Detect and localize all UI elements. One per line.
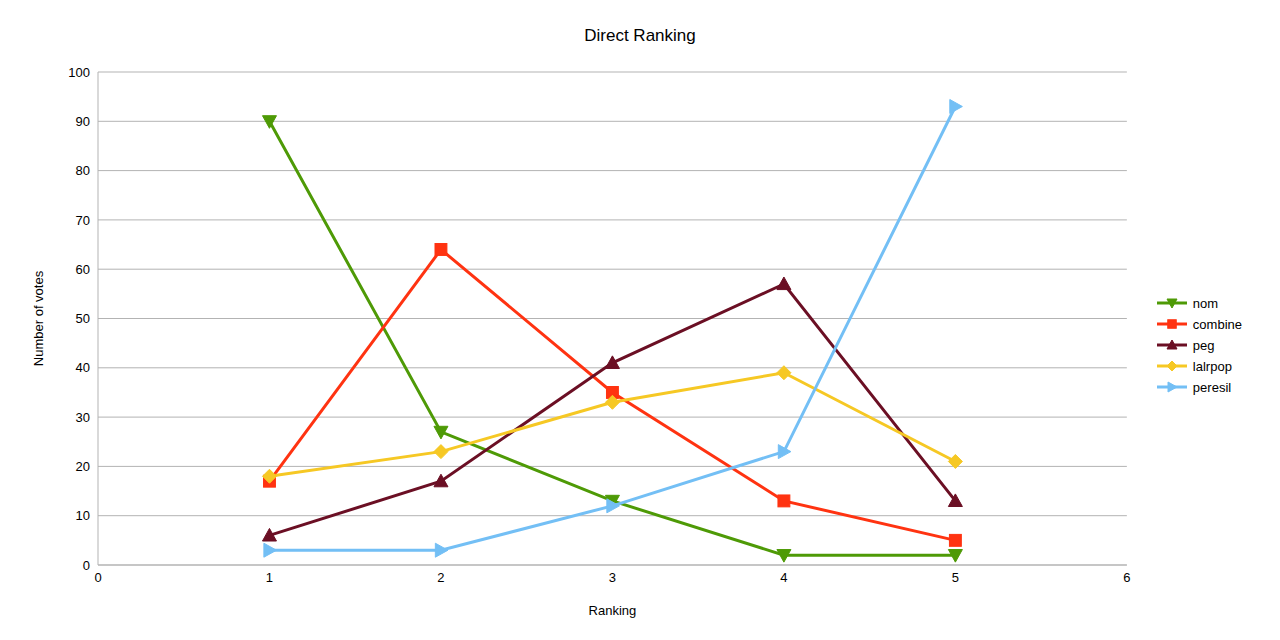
svg-text:50: 50 — [76, 311, 90, 326]
svg-text:100: 100 — [68, 65, 90, 80]
svg-text:80: 80 — [76, 163, 90, 178]
svg-text:40: 40 — [76, 360, 90, 375]
svg-text:Number of votes: Number of votes — [31, 270, 46, 366]
html-text:nom: nom — [1192, 295, 1219, 311]
svg-text:1: 1 — [266, 570, 273, 585]
svg-text:Ranking: Ranking — [589, 603, 637, 618]
svg-text:4: 4 — [780, 570, 787, 585]
svg-text:6: 6 — [1123, 570, 1130, 585]
svg-text:90: 90 — [76, 114, 90, 129]
svg-text:20: 20 — [76, 459, 90, 474]
svg-text:70: 70 — [76, 213, 90, 228]
html-text:lalrpop: lalrpop — [1192, 358, 1232, 374]
html-text:peg: peg — [1192, 337, 1215, 353]
html-text:peresil: peresil — [1192, 379, 1232, 395]
svg-text:30: 30 — [76, 410, 90, 425]
html-text:Direct Ranking: Direct Ranking — [584, 26, 696, 45]
svg-text:0: 0 — [83, 558, 90, 573]
svg-text:3: 3 — [609, 570, 616, 585]
svg-text:60: 60 — [76, 262, 90, 277]
svg-text:5: 5 — [952, 570, 959, 585]
svg-text:2: 2 — [437, 570, 444, 585]
svg-text:0: 0 — [94, 570, 101, 585]
svg-text:10: 10 — [76, 508, 90, 523]
html-text:combine: combine — [1192, 316, 1242, 332]
